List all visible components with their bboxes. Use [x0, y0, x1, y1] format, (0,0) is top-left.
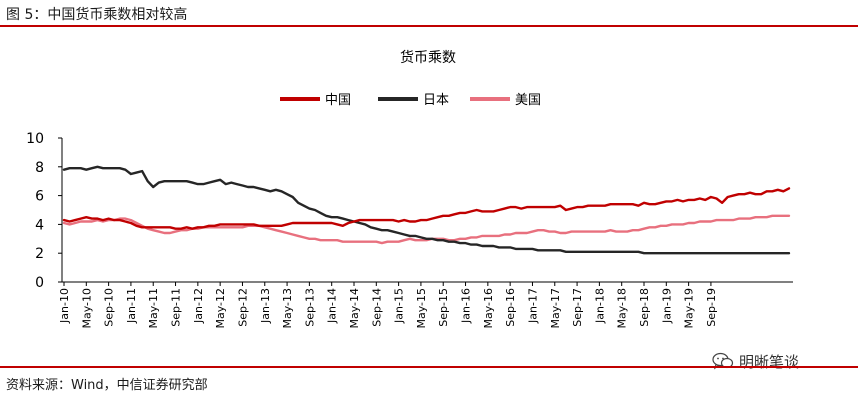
- x-tick-label: Jan-11: [125, 288, 138, 324]
- x-tick-label: May-11: [147, 288, 160, 329]
- x-tick-label: May-17: [549, 288, 562, 329]
- series-line-2: [62, 214, 791, 245]
- y-tick-label: 2: [35, 246, 44, 262]
- x-tick-label: Sep-16: [504, 288, 517, 327]
- watermark-text: 明晰笔谈: [739, 352, 800, 371]
- x-tick-label: Jan-13: [259, 288, 272, 324]
- x-tick-label: Sep-10: [103, 288, 116, 327]
- y-tick-label: 8: [35, 160, 44, 176]
- x-tick-label: Sep-13: [303, 288, 316, 327]
- x-tick-label: Sep-15: [437, 288, 450, 327]
- x-tick-label: Sep-19: [705, 288, 718, 327]
- x-tick-label: May-13: [281, 288, 294, 329]
- legend-label: 中国: [325, 93, 351, 108]
- x-tick-label: May-15: [415, 288, 428, 329]
- x-tick-label: May-16: [482, 288, 495, 329]
- watermark: 明晰笔谈: [712, 350, 799, 372]
- x-tick-label: Jan-15: [393, 288, 406, 324]
- x-tick-label: May-14: [348, 288, 361, 329]
- y-tick-label: 4: [35, 217, 44, 233]
- x-tick-label: Sep-14: [370, 288, 383, 327]
- series-line-1: [62, 165, 791, 255]
- figure-title: 图 5：中国货币乘数相对较高: [6, 7, 188, 23]
- source-note: 资料来源：Wind，中信证券研究部: [6, 378, 208, 393]
- x-tick-label: Jan-12: [192, 288, 205, 324]
- x-tick-label: Jan-10: [58, 288, 71, 324]
- x-tick-label: Jan-14: [326, 288, 339, 324]
- x-tick-label: Sep-17: [571, 288, 584, 327]
- x-tick-label: Jan-17: [526, 288, 539, 324]
- x-tick-label: May-19: [683, 288, 696, 329]
- legend-label: 日本: [423, 93, 449, 108]
- x-tick-label: May-12: [214, 288, 227, 329]
- x-tick-label: Jan-18: [593, 288, 606, 324]
- chart-title: 货币乘数: [400, 49, 456, 66]
- x-tick-label: Jan-19: [660, 288, 673, 324]
- header-rule: [0, 25, 858, 27]
- x-tick-label: Jan-16: [460, 288, 473, 324]
- x-tick-label: Sep-18: [638, 288, 651, 327]
- x-tick-label: Sep-11: [170, 288, 183, 327]
- series-line-0: [62, 187, 791, 230]
- figure-header: 图 5：中国货币乘数相对较高: [0, 0, 858, 26]
- x-tick-label: May-18: [616, 288, 629, 329]
- y-tick-label: 6: [35, 189, 44, 205]
- legend-label: 美国: [515, 93, 541, 108]
- y-tick-label: 10: [26, 131, 44, 147]
- footer-rule: [0, 366, 858, 368]
- y-tick-label: 0: [35, 275, 44, 291]
- x-tick-label: May-10: [80, 288, 93, 329]
- x-tick-label: Sep-12: [236, 288, 249, 327]
